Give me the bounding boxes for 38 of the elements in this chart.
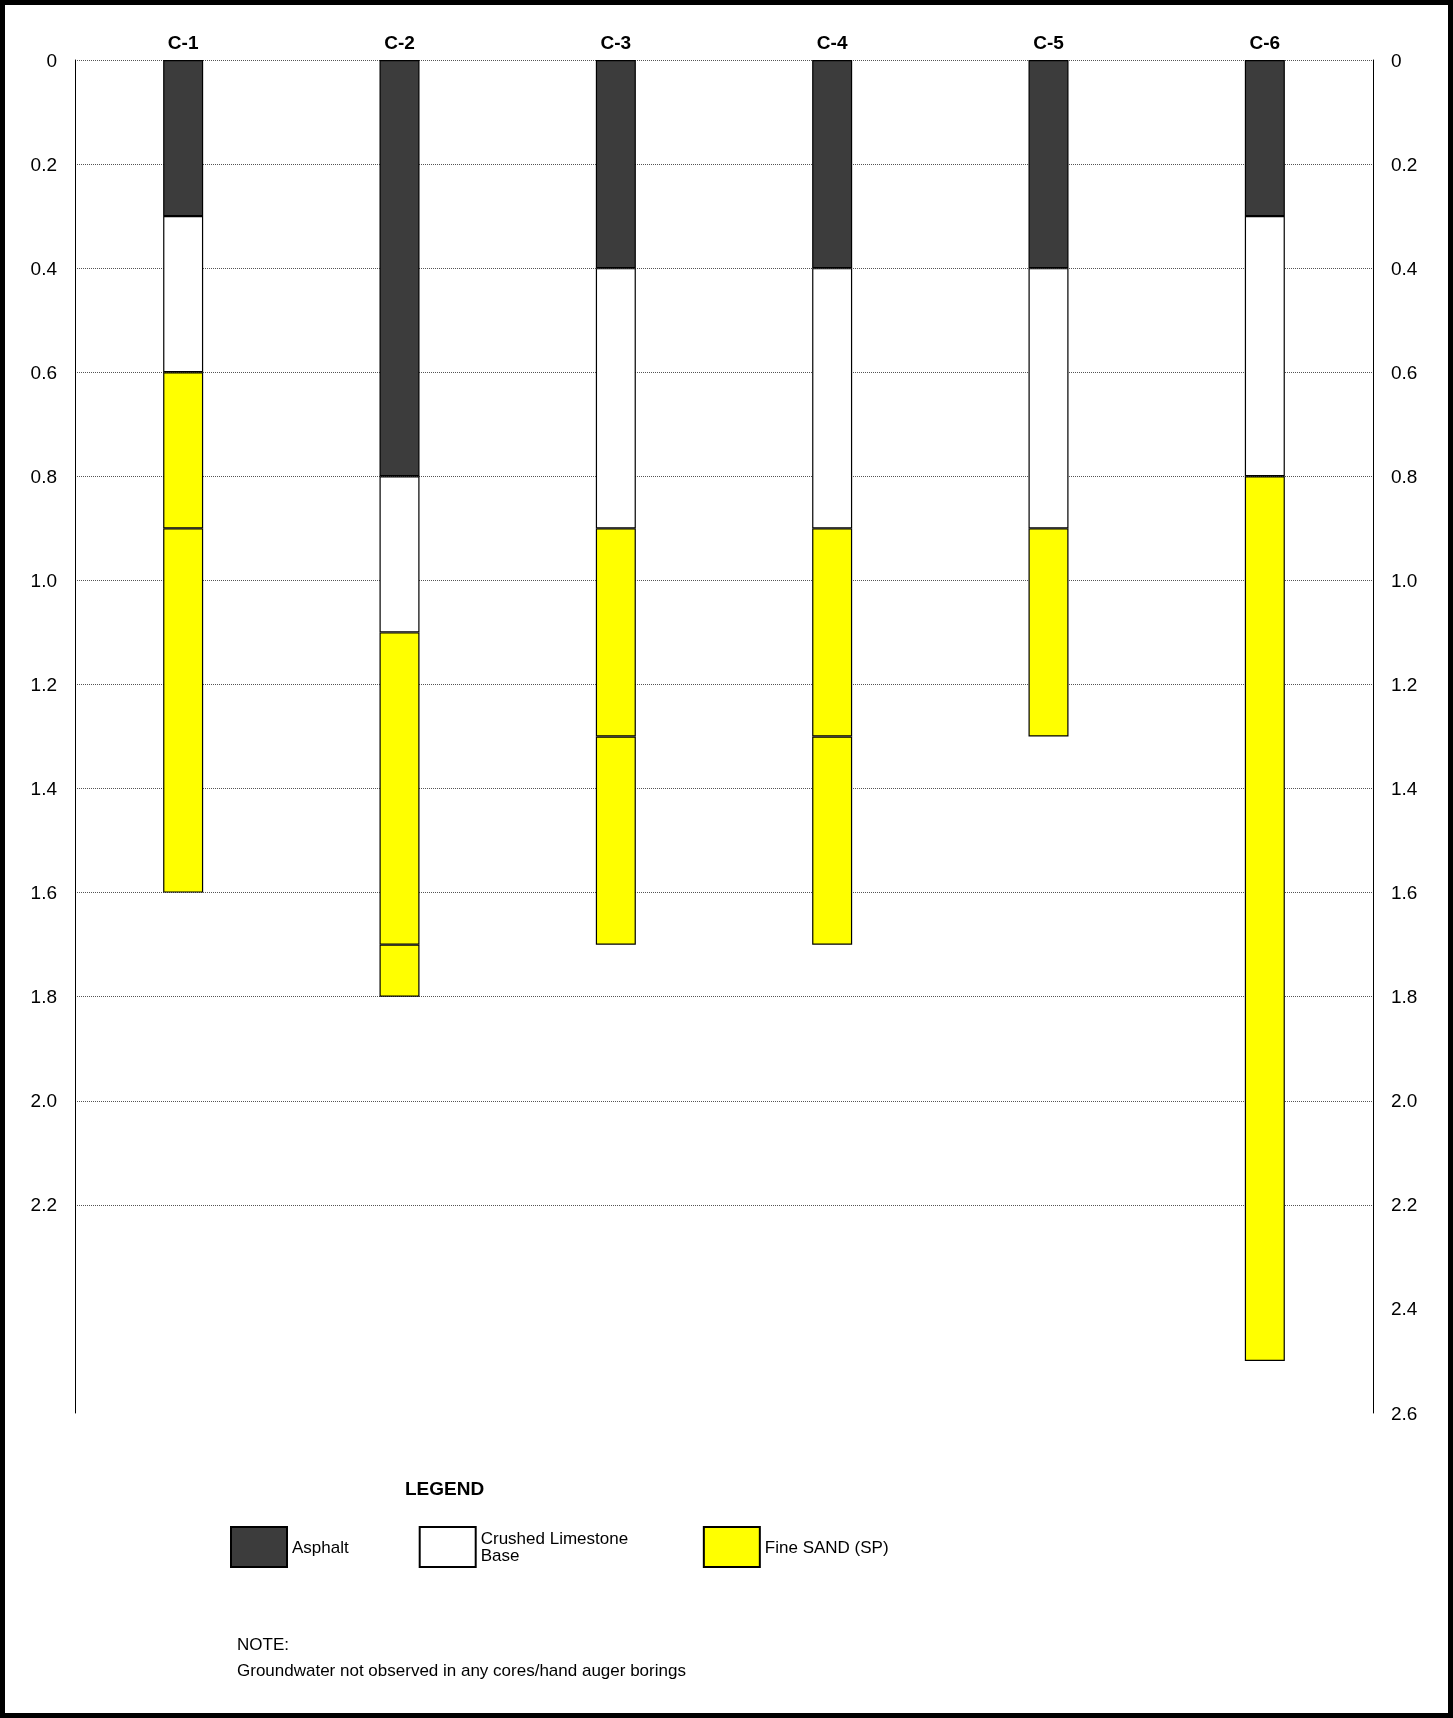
legend-label: Fine SAND (SP) [764,1537,889,1557]
text: Groundwater not observed in any cores/hand auger borings [237,1661,686,1680]
x-tick-label: C-3 [600,32,632,53]
x-tick-label: C-6 [1249,32,1281,53]
y-tick-label: 0.6 [30,361,57,383]
y2-tick-label: 1.4 [1391,778,1418,800]
x-tick-label: C-4 [816,32,848,53]
y2-tick-label: 1.2 [1391,673,1418,695]
x-tick-label: C-2 [384,32,415,53]
y-tick-label: 0.8 [30,465,57,487]
legend-label: Crushed Limestone Base [480,1529,633,1565]
y2-tick-label: 0 [1391,49,1402,71]
y2-tick-label: 0.2 [1391,153,1418,175]
y-tick-label: 0.4 [30,257,58,279]
x-tick-label: C-5 [1033,32,1065,53]
y2-tick-label: 0.4 [1391,257,1418,279]
y2-tick-label: 2.2 [1391,1194,1418,1216]
y-tick-label: 1.2 [30,673,57,695]
y-tick-label: 1.0 [30,569,57,591]
y2-tick-label: 1.0 [1391,569,1418,591]
y2-tick-label: 1.8 [1391,986,1418,1008]
y2-tick-label: 2.0 [1391,1090,1418,1112]
legend-label: Asphalt [292,1537,349,1557]
x-tick-label: C-1 [167,32,199,53]
legend-title: LEGEND [405,1478,485,1499]
y-tick-label: 0 [46,49,57,71]
y2-tick-label: 2.4 [1391,1298,1418,1320]
text: NOTE: [237,1635,289,1654]
y-tick-label: 1.8 [30,986,57,1008]
y2-tick-label: 0.6 [1391,361,1418,383]
y2-tick-label: 0.8 [1391,465,1418,487]
y-tick-label: 0.2 [30,153,57,175]
y2-tick-label: 2.6 [1391,1402,1418,1424]
y-tick-label: 1.6 [30,882,57,904]
y-tick-label: 1.4 [30,778,58,800]
y-tick-label: 2.2 [30,1194,57,1216]
y-tick-label: 2.0 [30,1090,57,1112]
y2-tick-label: 1.6 [1391,882,1418,904]
